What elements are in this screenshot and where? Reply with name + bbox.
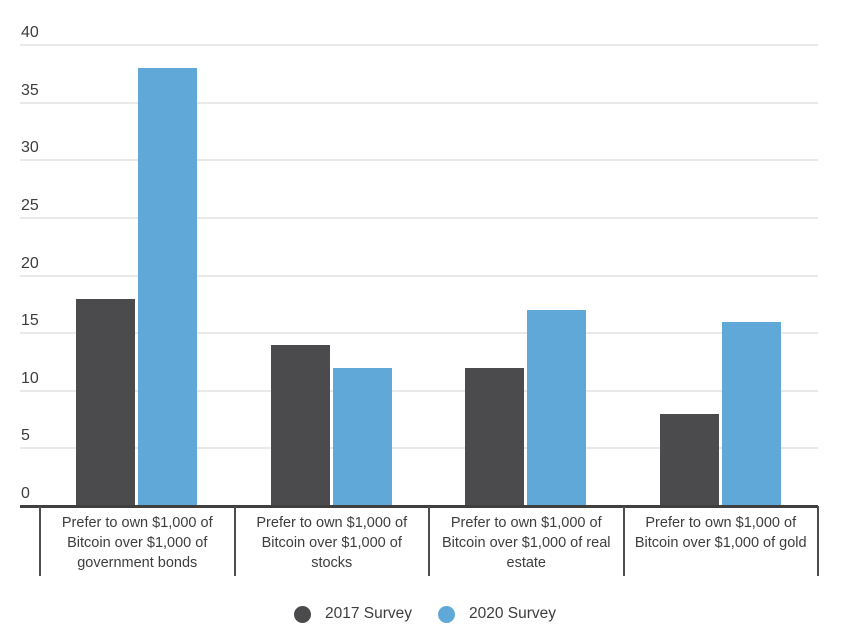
category-tick	[817, 506, 819, 576]
bar-2017-survey[interactable]	[659, 413, 719, 506]
category-tick	[428, 506, 430, 576]
y-axis-tick-label: 20	[21, 254, 39, 272]
x-axis-category-label: Prefer to own $1,000 of Bitcoin over $1,…	[61, 515, 213, 571]
x-axis-category-label: Prefer to own $1,000 of Bitcoin over $1,…	[256, 515, 408, 571]
legend-item-2020-survey[interactable]: 2020 Survey	[438, 604, 556, 624]
y-axis-tick-label: 30	[21, 139, 39, 157]
gridline	[20, 159, 818, 162]
legend-marker-2017-icon	[293, 605, 311, 623]
bar-2020-survey[interactable]	[527, 310, 587, 506]
y-axis-tick-label: 10	[21, 369, 39, 387]
gridline	[20, 44, 818, 46]
bar-2020-survey[interactable]	[332, 367, 392, 506]
bar-2020-survey[interactable]	[138, 68, 198, 506]
y-axis-tick-label: 5	[21, 427, 30, 445]
gridline	[20, 447, 818, 450]
legend-label-2020: 2020 Survey	[469, 605, 557, 622]
y-axis-tick-label: 0	[21, 485, 30, 502]
y-axis-tick-label: 40	[21, 24, 39, 41]
category-tick	[622, 506, 625, 576]
gridline	[20, 216, 818, 219]
gridline	[20, 332, 818, 335]
gridline	[20, 389, 818, 392]
y-axis-tick-label: 35	[21, 81, 39, 99]
y-axis-tick-label: 15	[21, 312, 39, 330]
category-tick	[39, 506, 41, 576]
x-axis-category-label: Prefer to own $1,000 of Bitcoin over $1,…	[634, 515, 807, 551]
x-axis-line	[20, 505, 818, 508]
bar-2017-survey[interactable]	[76, 298, 136, 506]
x-axis-category-label: Prefer to own $1,000 of Bitcoin over $1,…	[442, 515, 611, 571]
legend-item-2017-survey[interactable]: 2017 Survey	[293, 604, 412, 624]
y-axis-tick-label: 25	[21, 196, 39, 214]
gridline	[20, 274, 818, 277]
legend-marker-2020-icon	[438, 605, 455, 623]
chart-legend: 2017 Survey 2020 Survey	[0, 604, 850, 624]
bar-2017-survey[interactable]	[465, 367, 525, 506]
legend-label-2017: 2017 Survey	[324, 605, 412, 622]
category-tick	[233, 506, 236, 576]
bar-2017-survey[interactable]	[270, 344, 330, 506]
gridline	[20, 101, 818, 104]
bar-2020-survey[interactable]	[721, 321, 781, 506]
